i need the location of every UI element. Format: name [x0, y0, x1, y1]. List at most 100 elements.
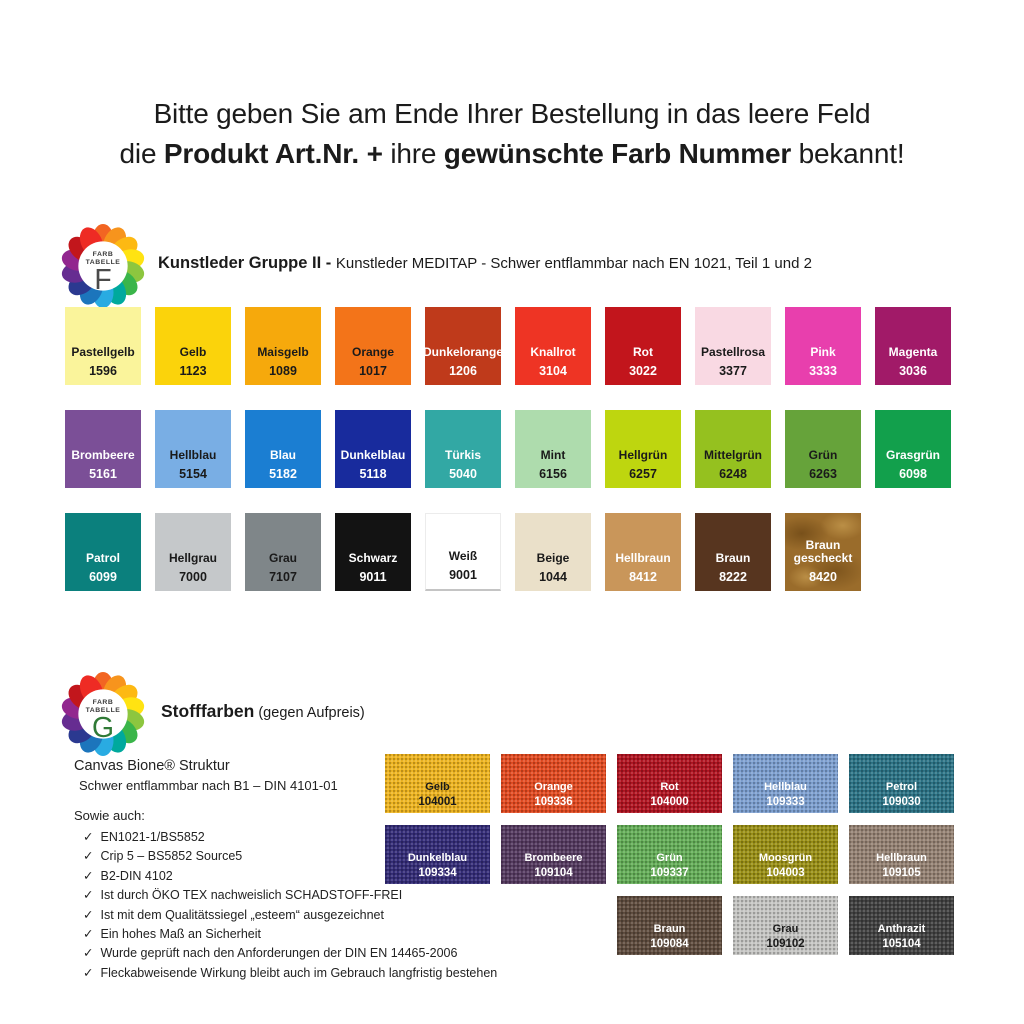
color-swatch-grün: Grün 109337: [617, 825, 722, 884]
color-swatch-orange: Orange 1017: [335, 307, 411, 385]
swatch-color-name: Moosgrün: [758, 852, 813, 864]
swatch-color-name: Dunkelblau: [340, 448, 406, 462]
swatch-color-name: Grasgrün: [885, 448, 940, 462]
section-g-title: Stofffarben (gegen Aufpreis): [161, 701, 365, 721]
swatch-color-name: Hellbraun: [876, 852, 927, 864]
color-swatch-brombeere: Brombeere 5161: [65, 410, 141, 488]
swatch-color-number: 1596: [89, 364, 117, 378]
color-swatch-rot: Rot 3022: [605, 307, 681, 385]
swatch-color-name: Grün: [656, 852, 683, 864]
color-swatch-pastellgelb: Pastellgelb 1596: [65, 307, 141, 385]
swatch-color-name: Grün: [808, 448, 838, 462]
swatch-color-number: 109084: [650, 938, 689, 950]
swatch-color-name: Gelb: [425, 781, 450, 793]
color-swatch-dunkelblau: Dunkelblau 5118: [335, 410, 411, 488]
swatch-color-number: 5182: [269, 467, 297, 481]
swatch-color-name: Grau: [268, 551, 297, 565]
swatch-color-number: 3036: [899, 364, 927, 378]
swatch-color-number: 109030: [882, 796, 921, 808]
certification-text: EN1021-1/BS5852: [100, 830, 205, 844]
color-swatch-grasgrün: Grasgrün 6098: [875, 410, 951, 488]
swatch-color-name: Braun: [653, 923, 686, 935]
swatch-color-name: Beige: [536, 551, 570, 565]
color-swatch-hellblau: Hellblau 109333: [733, 754, 838, 813]
swatch-color-number: 5161: [89, 467, 117, 481]
color-swatch-maisgelb: Maisgelb 1089: [245, 307, 321, 385]
swatch-color-name: Rot: [633, 345, 653, 359]
swatch-color-number: 109104: [534, 867, 573, 879]
certification-item: ✓ Crip 5 – BS5852 Source5: [74, 847, 534, 866]
color-swatch-patrol: Patrol 6099: [65, 513, 141, 591]
logo-text-tabelle: TABELLE: [86, 259, 121, 266]
fabric-product-name: Canvas Bione® Struktur: [74, 758, 230, 774]
color-swatch-hellblau: Hellblau 5154: [155, 410, 231, 488]
certification-item: ✓ Ist mit dem Qualitätssiegel „esteem“ au…: [74, 906, 534, 925]
swatch-color-name: Hellgrün: [618, 448, 668, 462]
swatch-color-number: 8222: [719, 570, 747, 584]
color-swatch-beige: Beige 1044: [515, 513, 591, 591]
color-swatch-petrol: Petrol 109030: [849, 754, 954, 813]
color-swatch-grün: Grün 6263: [785, 410, 861, 488]
swatch-color-number: 3022: [629, 364, 657, 378]
color-swatch-grau: Grau 7107: [245, 513, 321, 591]
swatch-color-number: 5040: [449, 467, 477, 481]
certification-item: ✓ Ist durch ÖKO TEX nachweislich SCHADSTO…: [74, 886, 534, 905]
heading-line-1: Bitte geben Sie am Ende Ihrer Bestellung…: [153, 98, 871, 129]
certification-text: Ist durch ÖKO TEX nachweislich SCHADSTOF…: [100, 888, 403, 903]
swatch-color-name: Brombeere: [524, 852, 583, 864]
swatch-color-number: 3104: [539, 364, 567, 378]
certification-text: Fleckabweisende Wirkung bleibt auch im G…: [100, 965, 498, 980]
color-swatch-blau: Blau 5182: [245, 410, 321, 488]
color-swatch-rot: Rot 104000: [617, 754, 722, 813]
stofffarben-color-grid: Gelb 104001 Orange 109336 Rot 104000 Hellblau 1…: [385, 754, 954, 955]
swatch-color-name: Blau: [269, 448, 296, 462]
logo-center-circle: [78, 241, 128, 291]
swatch-color-number: 109336: [534, 796, 573, 808]
color-swatch-anthrazit: Anthrazit 105104: [849, 896, 954, 955]
swatch-color-name: Pastellrosa: [700, 345, 766, 359]
swatch-color-number: 109334: [418, 867, 457, 879]
swatch-color-name: Dunkelblau: [407, 852, 468, 864]
logo-center-circle: [78, 689, 128, 739]
color-swatch-hellgrau: Hellgrau 7000: [155, 513, 231, 591]
swatch-color-number: 109333: [766, 796, 805, 808]
swatch-color-name: Anthrazit: [877, 923, 926, 935]
swatch-color-name: Weiß: [448, 549, 478, 563]
color-swatch-hellgrün: Hellgrün 6257: [605, 410, 681, 488]
swatch-color-name: Hellbraun: [615, 551, 671, 565]
swatch-color-number: 5154: [179, 467, 207, 481]
logo-text-farb: FARB: [93, 251, 114, 258]
swatch-color-number: 1017: [359, 364, 387, 378]
swatch-color-number: 109102: [766, 938, 805, 950]
swatch-color-name: Orange: [534, 781, 573, 793]
swatch-color-name: Rot: [660, 781, 679, 793]
heading-line-2: die Produkt Art.Nr. + ihre gewünschte Fa…: [119, 138, 905, 169]
color-swatch-orange: Orange 109336: [501, 754, 606, 813]
kunstleder-color-grid: Pastellgelb 1596 Gelb 1123 Maisgelb 1089 Orang…: [65, 307, 951, 591]
color-swatch-magenta: Magenta 3036: [875, 307, 951, 385]
certification-text: Wurde geprüft nach den Anforderungen der…: [100, 946, 458, 961]
color-swatch-weiß: Weiß 9001: [425, 513, 501, 591]
swatch-color-name: Braun gescheckt: [793, 538, 853, 565]
swatch-color-name: Pink: [810, 345, 836, 359]
swatch-color-number: 6156: [539, 467, 567, 481]
swatch-color-number: 104001: [418, 796, 457, 808]
swatch-color-number: 3333: [809, 364, 837, 378]
logo-letter-g: G: [92, 711, 114, 743]
swatch-color-number: 1206: [449, 364, 477, 378]
certification-item: ✓ EN1021-1/BS5852: [74, 828, 534, 847]
color-swatch-mittelgrün: Mittelgrün 6248: [695, 410, 771, 488]
farb-tabelle-f-logo-icon: FARB TABELLE F: [61, 224, 145, 308]
checkmark-icon: ✓: [83, 946, 94, 961]
swatch-color-name: Orange: [351, 345, 394, 359]
color-swatch-braun: Braun 109084: [617, 896, 722, 955]
swatch-color-name: Pastellgelb: [71, 345, 135, 359]
swatch-color-name: Knallrot: [530, 345, 576, 359]
color-swatch-gelb: Gelb 1123: [155, 307, 231, 385]
fabric-also-label: Sowie auch:: [74, 808, 145, 823]
swatch-color-name: Schwarz: [348, 551, 398, 565]
swatch-color-number: 1089: [269, 364, 297, 378]
order-instruction-heading: Bitte geben Sie am Ende Ihrer Bestellung…: [0, 94, 1024, 174]
swatch-color-name: Hellblau: [169, 448, 217, 462]
